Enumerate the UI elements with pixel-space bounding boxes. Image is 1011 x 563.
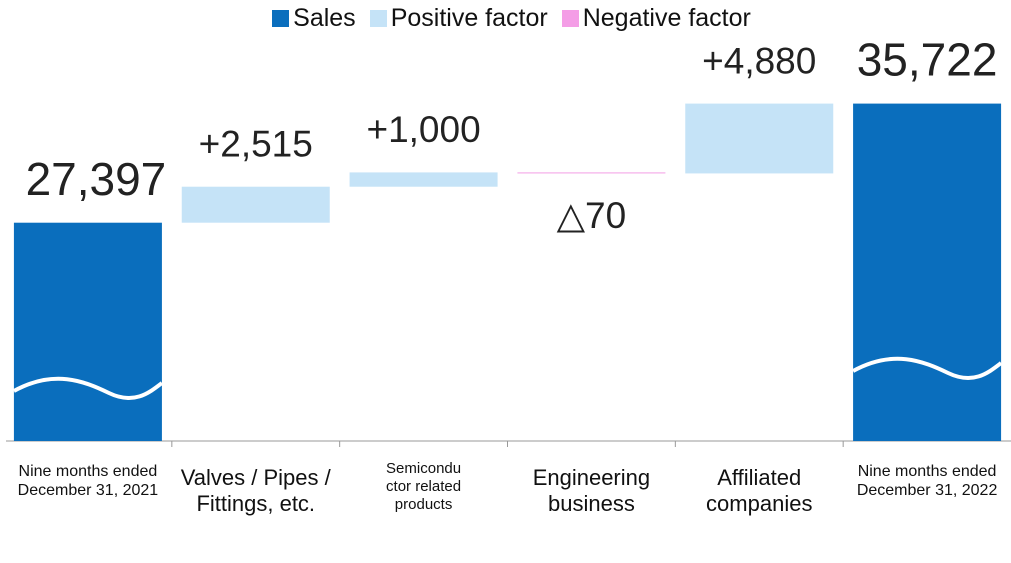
- x-tick-label: Nine months ended December 31, 2022: [856, 463, 998, 500]
- legend-swatch: [561, 10, 579, 27]
- axis-break: [12, 376, 164, 400]
- legend: Sales Positive factor Negative factor: [0, 4, 1011, 33]
- legend-swatch: [369, 10, 387, 27]
- legend-item: Sales: [272, 4, 356, 33]
- value-label: 35,722: [857, 34, 998, 86]
- legend-label: Positive factor: [390, 4, 548, 32]
- x-tick-label: Valves / Pipes / Fittings, etc.: [180, 465, 331, 517]
- bar: [853, 103, 1002, 441]
- axis-break: [852, 356, 1003, 380]
- legend-item: Negative factor: [561, 4, 751, 33]
- legend-swatch: [272, 10, 290, 27]
- legend-item: Positive factor: [369, 4, 548, 33]
- x-tick-label: Affiliated companies: [706, 465, 813, 517]
- x-tick-label: Engineering business: [532, 465, 651, 517]
- legend-label: Sales: [293, 4, 356, 32]
- value-label: +4,880: [702, 40, 816, 81]
- bar: [685, 103, 834, 174]
- bar: [517, 172, 666, 174]
- x-tick-label: Nine months ended December 31, 2021: [17, 463, 159, 500]
- bar: [13, 222, 162, 441]
- bar: [181, 186, 330, 223]
- value-label: 27,397: [26, 153, 167, 205]
- value-label: △70: [557, 195, 627, 236]
- x-tick-label: Semiconductor related products: [386, 460, 462, 513]
- value-label: +1,000: [366, 109, 480, 150]
- bar: [349, 172, 498, 187]
- value-label: +2,515: [199, 124, 313, 165]
- legend-label: Negative factor: [582, 4, 751, 32]
